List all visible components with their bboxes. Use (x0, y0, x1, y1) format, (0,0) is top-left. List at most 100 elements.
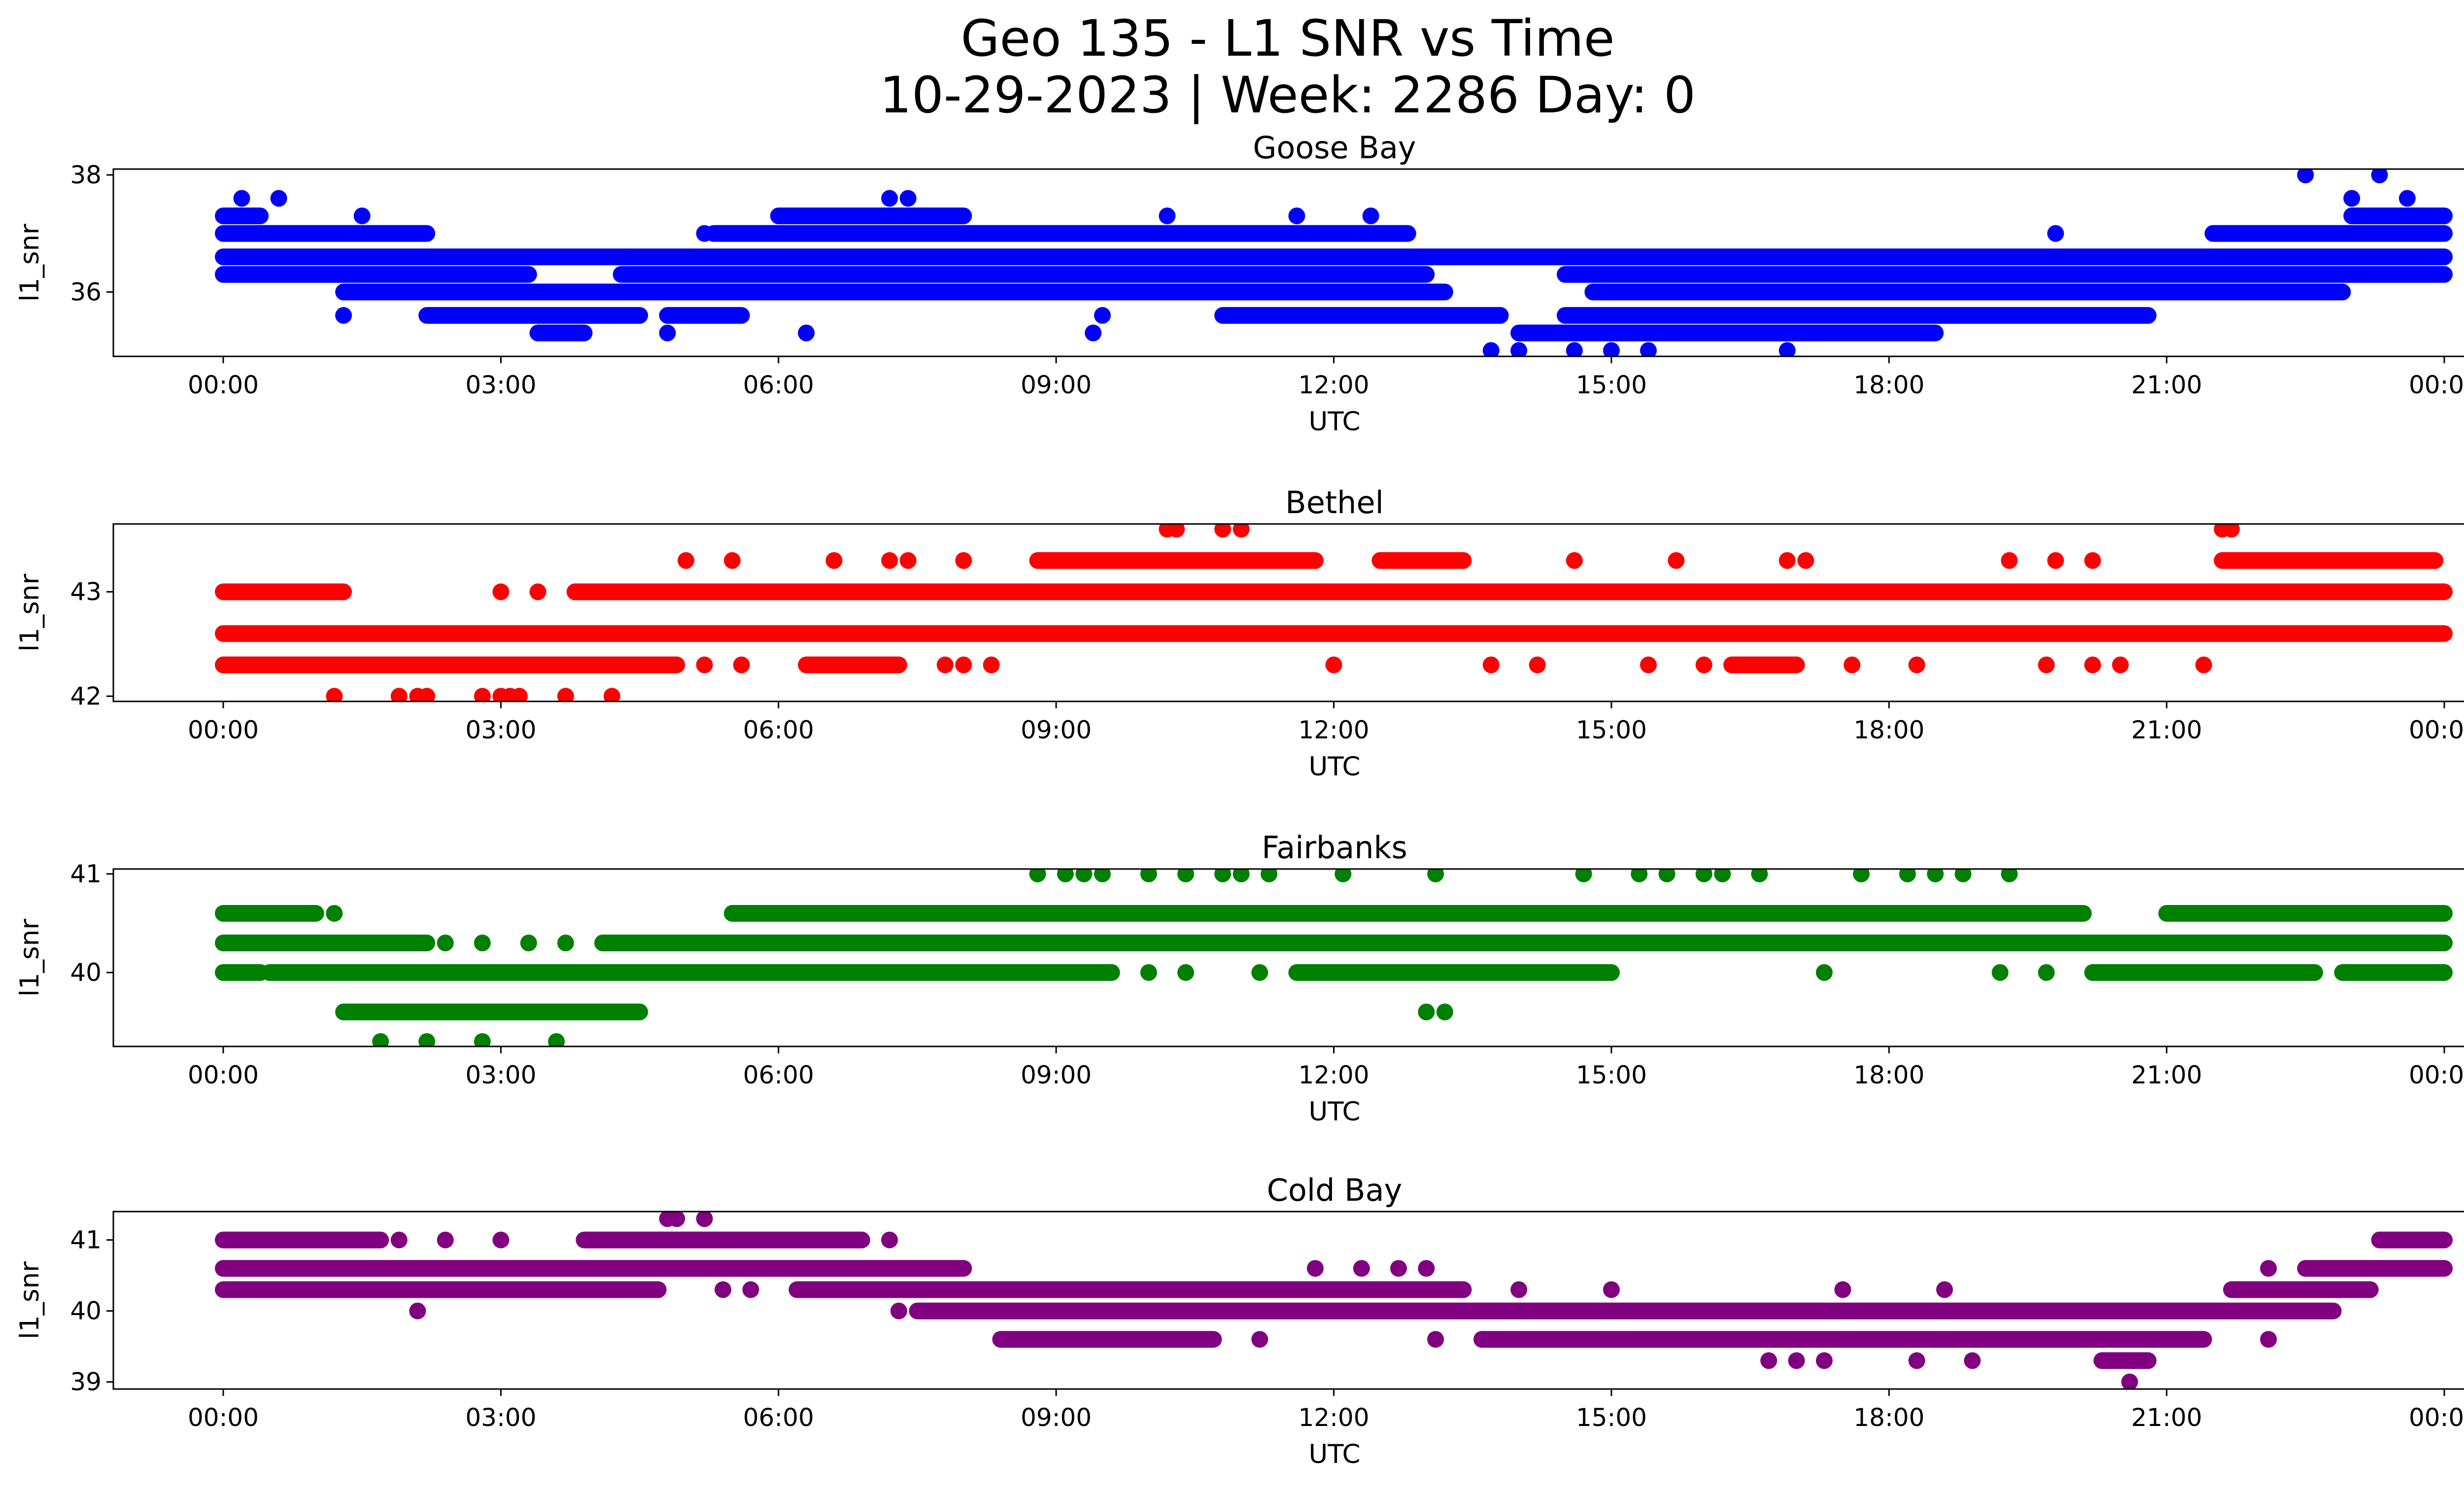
data-point (474, 935, 491, 951)
data-point (418, 1033, 436, 1046)
data-point (1714, 869, 1731, 882)
data-point (1075, 869, 1093, 882)
data-point (1668, 552, 1685, 569)
data-point (742, 1281, 759, 1298)
data-point (1640, 342, 1657, 356)
data-point (1566, 552, 1583, 569)
data-point (1927, 869, 1944, 882)
data-point (881, 552, 898, 569)
data-point (1640, 656, 1657, 673)
subplot: Goose Bay 00:00 03:00 06:00 09:00 12:00 15:00 1… (15, 130, 2464, 437)
subplot-title: Cold Bay (1267, 1172, 1403, 1208)
x-tick-label: 03:00 (465, 716, 536, 744)
data-point (696, 656, 713, 673)
subplot: Cold Bay 00:00 03:00 06:00 09:00 12:00 15:00 18… (15, 1172, 2464, 1469)
data-point (2223, 524, 2240, 538)
y-tick-label: 42 (70, 682, 102, 710)
data-point (418, 688, 436, 701)
data-point (1177, 869, 1195, 882)
data-point (2038, 656, 2055, 673)
axes-frame (112, 523, 2464, 702)
data-point (1094, 869, 1111, 882)
x-tick-label: 09:00 (1021, 1403, 1092, 1432)
data-point (1510, 342, 1528, 356)
data-point (955, 552, 972, 569)
data-point (1852, 869, 1870, 882)
x-tick-label: 00:00 (188, 1403, 259, 1432)
data-points (215, 169, 2453, 356)
data-point (1529, 656, 1546, 673)
x-tick-label: 00:00 (2409, 1061, 2464, 1089)
data-point (668, 1212, 685, 1227)
data-point (1168, 524, 1185, 538)
data-point (2038, 964, 2055, 981)
data-point (1288, 208, 1305, 224)
data-point (1695, 656, 1712, 673)
data-point (622, 248, 639, 266)
y-axis-label: l1_snr (15, 574, 45, 652)
x-tick-label: 12:00 (1298, 1061, 1369, 1089)
x-tick-label: 03:00 (465, 371, 536, 399)
data-point (2001, 552, 2018, 569)
data-point (1362, 208, 1379, 224)
data-point (1029, 869, 1046, 882)
data-point (1390, 1260, 1407, 1277)
data-point (474, 1033, 491, 1046)
data-point (1788, 1352, 1805, 1369)
data-point (1631, 869, 1648, 882)
x-tick-label: 00:00 (188, 371, 259, 399)
data-point (825, 552, 843, 569)
data-point (2047, 225, 2064, 242)
x-tick-label: 21:00 (2131, 371, 2202, 399)
data-point (1695, 869, 1712, 882)
data-point (372, 1033, 389, 1046)
data-point (733, 656, 750, 673)
x-tick-label: 12:00 (1298, 1403, 1369, 1432)
data-point (899, 552, 917, 569)
data-points (215, 869, 2453, 1046)
subplot-title: Bethel (1285, 485, 1384, 521)
data-point (1964, 1352, 1981, 1369)
data-point (1261, 869, 1278, 882)
data-point (696, 225, 713, 242)
data-point (2001, 869, 2018, 882)
x-tick-label: 00:00 (2409, 716, 2464, 744)
x-tick-label: 09:00 (1021, 371, 1092, 399)
data-point (233, 190, 250, 207)
data-point (1797, 552, 1814, 569)
x-axis-label: UTC (1308, 1097, 1360, 1127)
data-point (715, 1281, 732, 1298)
subplot-title: Goose Bay (1253, 130, 1416, 166)
subplot: Fairbanks 00:00 03:00 06:00 09:00 12:00 15:00 1… (15, 830, 2464, 1127)
data-point (1815, 964, 1833, 981)
data-point (326, 905, 343, 922)
y-axis-label: l1_snr (15, 919, 45, 997)
data-point (1751, 869, 1768, 882)
y-tick-label: 36 (70, 278, 102, 306)
x-tick-label: 21:00 (2131, 716, 2202, 744)
y-tick-label: 41 (70, 1226, 102, 1254)
data-point (1085, 324, 1102, 342)
data-point (659, 324, 676, 342)
x-tick-label: 12:00 (1298, 371, 1369, 399)
data-point (270, 190, 287, 207)
data-point (390, 1231, 408, 1249)
x-axis-label: UTC (1308, 407, 1360, 437)
y-tick-label: 40 (70, 958, 102, 987)
x-tick-label: 06:00 (743, 1061, 814, 1089)
data-point (1760, 1352, 1778, 1369)
data-point (1834, 1281, 1851, 1298)
data-point (335, 307, 352, 324)
x-axis-label: UTC (1308, 752, 1360, 782)
data-point (1575, 869, 1592, 882)
data-point (983, 656, 1000, 673)
data-point (1251, 964, 1268, 981)
data-point (1779, 552, 1796, 569)
data-point (1335, 869, 1352, 882)
data-point (548, 1033, 565, 1046)
data-point (1232, 869, 1250, 882)
data-point (899, 190, 917, 207)
data-point (881, 190, 898, 207)
data-point (955, 656, 972, 673)
